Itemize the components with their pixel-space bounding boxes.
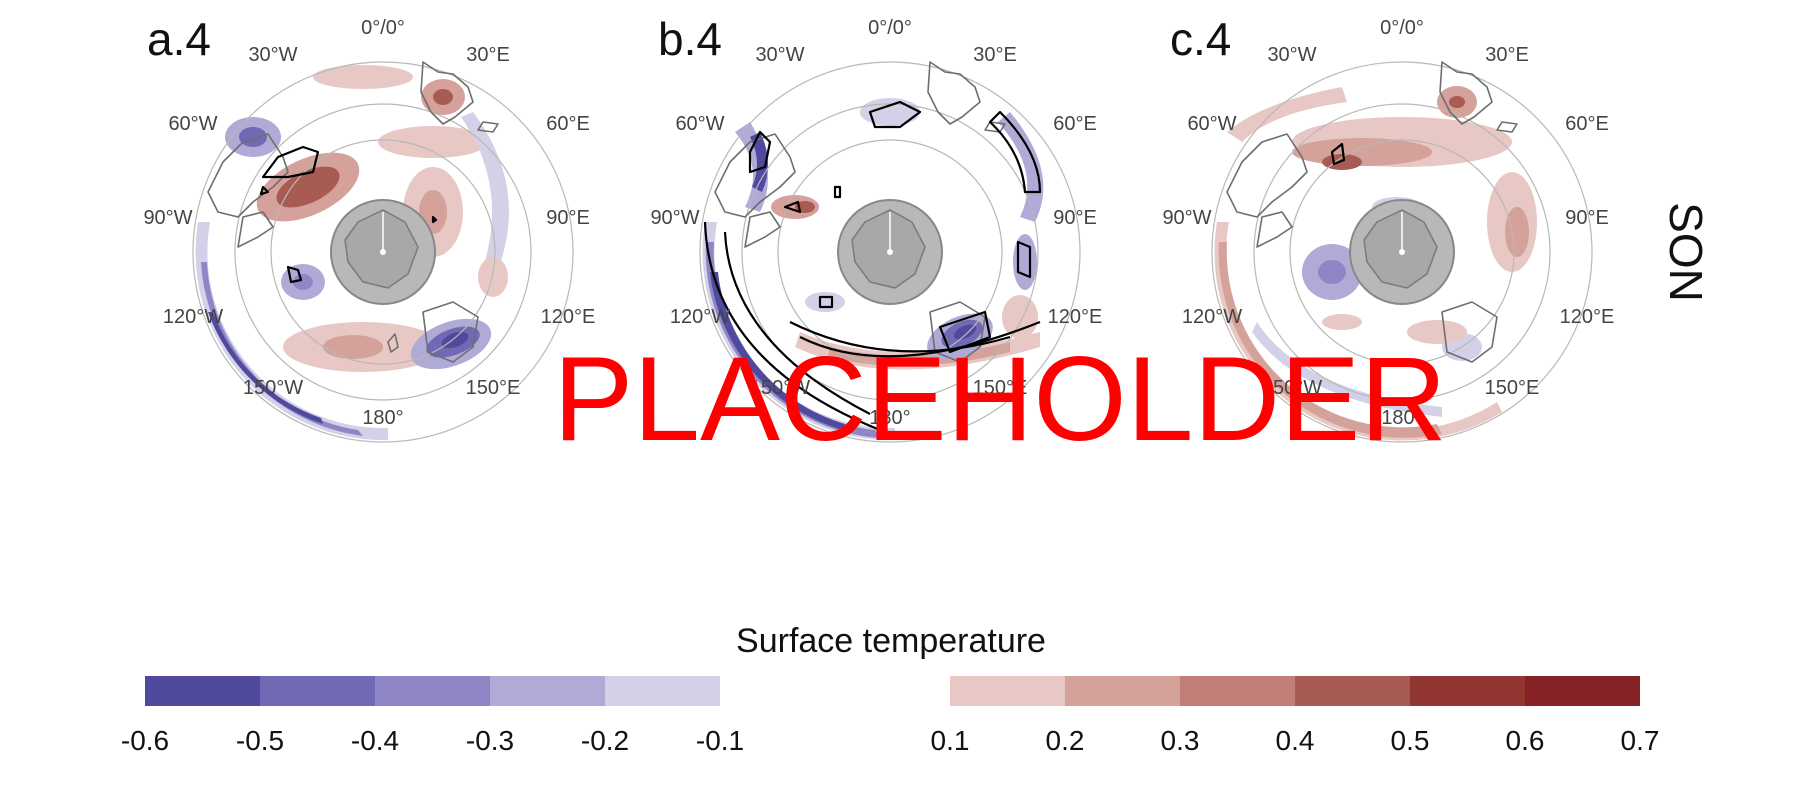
season-label: SON bbox=[1660, 202, 1712, 302]
panel-a: 0°/0° 30°E 60°E 90°E 120°E 150°E 180° 15… bbox=[143, 17, 595, 443]
colorbar-tick: -0.5 bbox=[236, 725, 284, 756]
colorbar-swatch bbox=[1295, 676, 1410, 706]
colorbar-tick: 0.3 bbox=[1161, 725, 1200, 756]
lon-label: 90°E bbox=[546, 207, 590, 229]
antarctica bbox=[330, 199, 436, 305]
lon-label: 30°W bbox=[1267, 44, 1316, 66]
colorbar-swatch bbox=[1410, 676, 1525, 706]
colorbar-tick: -0.1 bbox=[696, 725, 744, 756]
lon-label: 180° bbox=[869, 407, 910, 429]
colorbar-positive bbox=[950, 676, 1640, 706]
colorbar-swatch bbox=[375, 676, 490, 706]
lon-label: 90°E bbox=[1053, 207, 1097, 229]
significance-contours bbox=[259, 145, 438, 284]
colorbar-swatch bbox=[490, 676, 605, 706]
lon-label: 120°W bbox=[163, 306, 223, 328]
colorbar-tick: 0.4 bbox=[1276, 725, 1315, 756]
colorbar-swatch bbox=[260, 676, 375, 706]
antarctica bbox=[837, 199, 943, 305]
colorbar-swatch bbox=[145, 676, 260, 706]
antarctica bbox=[1349, 199, 1455, 305]
lon-label: 120°W bbox=[1182, 306, 1242, 328]
colorbar-tick: 0.1 bbox=[931, 725, 970, 756]
lon-label: 150°W bbox=[1262, 377, 1322, 399]
lon-label: 180° bbox=[1381, 407, 1422, 429]
lon-label: 120°E bbox=[1048, 306, 1103, 328]
colorbar-tick: 0.5 bbox=[1391, 725, 1430, 756]
longitude-labels: 0°/0° 30°E 60°E 90°E 120°E 150°E 180° 15… bbox=[1162, 17, 1614, 429]
lon-label: 30°E bbox=[973, 44, 1017, 66]
lon-label: 90°W bbox=[143, 207, 192, 229]
lon-label: 90°E bbox=[1565, 207, 1609, 229]
lon-label: 120°E bbox=[541, 306, 596, 328]
placeholder-watermark: PLACEHOLDER bbox=[553, 332, 1447, 466]
grid-rings bbox=[699, 61, 1081, 443]
longitude-labels: 0°/0° 30°E 60°E 90°E 120°E 150°E 180° 15… bbox=[143, 17, 595, 429]
colorbar-tick: 0.6 bbox=[1506, 725, 1545, 756]
grid-rings bbox=[192, 61, 574, 443]
colorbar-swatch bbox=[1525, 676, 1640, 706]
grid-rings bbox=[1211, 61, 1593, 443]
panel-c: 0°/0° 30°E 60°E 90°E 120°E 150°E 180° 15… bbox=[1162, 17, 1614, 443]
lon-label: 150°E bbox=[466, 377, 521, 399]
lon-label: 150°W bbox=[750, 377, 810, 399]
lon-label: 30°E bbox=[466, 44, 510, 66]
lon-label: 120°E bbox=[1560, 306, 1615, 328]
lon-label: 120°W bbox=[670, 306, 730, 328]
lon-label: 60°E bbox=[1053, 113, 1097, 135]
colorbar-negative-ticks: -0.6 -0.5 -0.4 -0.3 -0.2 -0.1 bbox=[121, 725, 744, 756]
colorbar-swatch bbox=[950, 676, 1065, 706]
longitude-labels: 0°/0° 30°E 60°E 90°E 120°E 150°E 180° 15… bbox=[650, 17, 1102, 429]
colorbar-negative bbox=[145, 676, 720, 706]
colorbar-tick: 0.7 bbox=[1621, 725, 1660, 756]
anomaly-fields bbox=[195, 65, 509, 441]
lon-label: 150°W bbox=[243, 377, 303, 399]
lon-label: 60°E bbox=[1565, 113, 1609, 135]
colorbar-title: Surface temperature bbox=[736, 622, 1046, 660]
colorbar-tick: -0.4 bbox=[351, 725, 399, 756]
lon-label: 150°E bbox=[1485, 377, 1540, 399]
panel-b: 0°/0° 30°E 60°E 90°E 120°E 150°E 180° 15… bbox=[650, 17, 1102, 443]
panel-c-label: c.4 bbox=[1170, 13, 1231, 65]
lon-label: 150°E bbox=[973, 377, 1028, 399]
significance-contours bbox=[703, 100, 1042, 432]
colorbar-tick: -0.6 bbox=[121, 725, 169, 756]
lon-label: 30°W bbox=[755, 44, 804, 66]
lon-label: 90°W bbox=[1162, 207, 1211, 229]
lon-label: 30°E bbox=[1485, 44, 1529, 66]
colorbar-positive-ticks: 0.1 0.2 0.3 0.4 0.5 0.6 0.7 bbox=[931, 725, 1660, 756]
lon-label: 0°/0° bbox=[1380, 17, 1424, 39]
colorbar-swatch bbox=[1180, 676, 1295, 706]
lon-label: 0°/0° bbox=[361, 17, 405, 39]
colorbar-swatch bbox=[605, 676, 720, 706]
colorbar-tick: -0.3 bbox=[466, 725, 514, 756]
coastlines bbox=[207, 61, 499, 363]
lon-label: 180° bbox=[362, 407, 403, 429]
lon-label: 30°W bbox=[248, 44, 297, 66]
panel-a-label: a.4 bbox=[147, 13, 211, 65]
lon-label: 60°W bbox=[1187, 113, 1236, 135]
coastlines bbox=[1226, 61, 1518, 363]
lon-label: 0°/0° bbox=[868, 17, 912, 39]
colorbar-tick: 0.2 bbox=[1046, 725, 1085, 756]
lon-label: 60°E bbox=[546, 113, 590, 135]
colorbar-tick: -0.2 bbox=[581, 725, 629, 756]
lon-label: 60°W bbox=[168, 113, 217, 135]
anomaly-fields bbox=[1214, 86, 1537, 441]
significance-contours bbox=[1330, 142, 1346, 166]
lon-label: 60°W bbox=[675, 113, 724, 135]
colorbar-swatch bbox=[1065, 676, 1180, 706]
panel-b-label: b.4 bbox=[658, 13, 722, 65]
lon-label: 90°W bbox=[650, 207, 699, 229]
